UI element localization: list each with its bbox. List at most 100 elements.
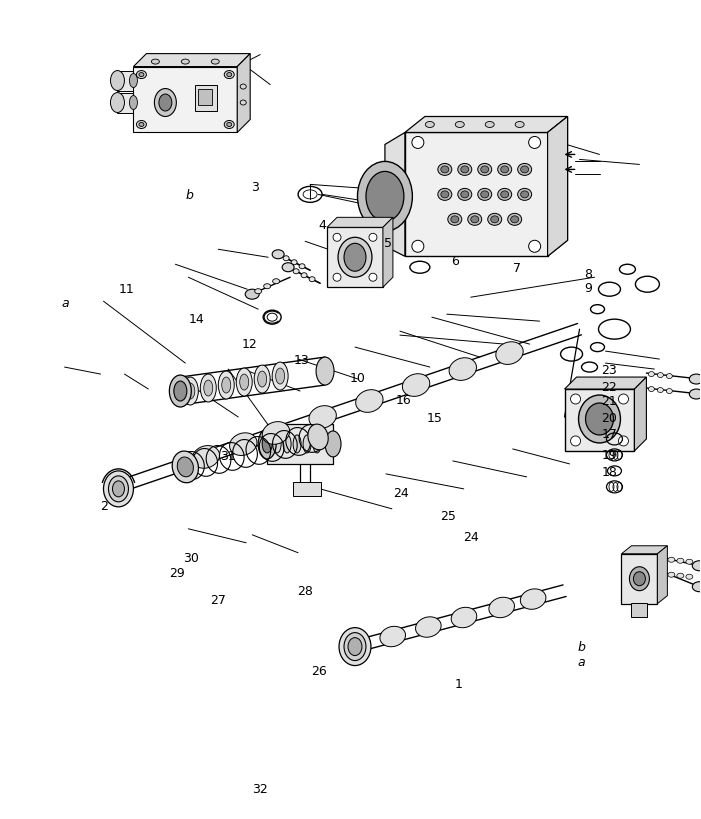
Ellipse shape bbox=[648, 372, 655, 377]
Text: 10: 10 bbox=[350, 372, 365, 385]
Text: 7: 7 bbox=[513, 261, 521, 274]
Polygon shape bbox=[622, 546, 667, 554]
Ellipse shape bbox=[240, 374, 249, 391]
Text: 21: 21 bbox=[601, 395, 618, 408]
Text: 12: 12 bbox=[242, 337, 258, 351]
Ellipse shape bbox=[254, 289, 261, 294]
Circle shape bbox=[412, 138, 424, 149]
Ellipse shape bbox=[402, 374, 430, 397]
Polygon shape bbox=[327, 218, 393, 228]
Polygon shape bbox=[564, 390, 634, 451]
Ellipse shape bbox=[455, 122, 464, 129]
Ellipse shape bbox=[458, 165, 472, 176]
Text: 14: 14 bbox=[189, 313, 205, 326]
Ellipse shape bbox=[262, 422, 290, 445]
Text: 3: 3 bbox=[251, 181, 259, 193]
Ellipse shape bbox=[520, 589, 546, 609]
Ellipse shape bbox=[489, 598, 515, 618]
Ellipse shape bbox=[258, 429, 276, 459]
Ellipse shape bbox=[451, 216, 458, 224]
Ellipse shape bbox=[501, 167, 509, 174]
Polygon shape bbox=[133, 55, 250, 67]
Ellipse shape bbox=[629, 567, 649, 591]
Ellipse shape bbox=[668, 558, 675, 563]
Ellipse shape bbox=[226, 124, 232, 127]
Ellipse shape bbox=[668, 572, 675, 577]
Polygon shape bbox=[118, 93, 133, 113]
Ellipse shape bbox=[139, 124, 144, 127]
Text: 23: 23 bbox=[601, 364, 618, 377]
Ellipse shape bbox=[313, 436, 321, 454]
Polygon shape bbox=[622, 554, 658, 604]
Text: 2: 2 bbox=[100, 500, 108, 513]
Ellipse shape bbox=[111, 93, 125, 113]
Ellipse shape bbox=[182, 378, 198, 405]
Ellipse shape bbox=[240, 101, 246, 106]
Ellipse shape bbox=[458, 189, 472, 201]
Ellipse shape bbox=[667, 389, 672, 394]
Ellipse shape bbox=[686, 574, 693, 580]
Ellipse shape bbox=[283, 256, 289, 261]
Text: 25: 25 bbox=[440, 509, 456, 523]
Ellipse shape bbox=[258, 372, 266, 387]
Text: 26: 26 bbox=[311, 665, 327, 677]
Polygon shape bbox=[383, 218, 393, 287]
Text: 1: 1 bbox=[455, 677, 463, 690]
Text: b: b bbox=[578, 640, 585, 653]
Ellipse shape bbox=[309, 406, 336, 429]
Ellipse shape bbox=[488, 214, 502, 226]
Ellipse shape bbox=[339, 628, 371, 666]
Ellipse shape bbox=[438, 189, 452, 201]
Ellipse shape bbox=[344, 244, 366, 272]
Ellipse shape bbox=[245, 290, 259, 300]
Ellipse shape bbox=[689, 390, 701, 400]
Ellipse shape bbox=[262, 436, 272, 454]
Ellipse shape bbox=[200, 374, 217, 402]
Ellipse shape bbox=[177, 458, 193, 477]
Ellipse shape bbox=[355, 390, 383, 413]
Ellipse shape bbox=[316, 358, 334, 386]
Ellipse shape bbox=[218, 372, 234, 400]
Ellipse shape bbox=[380, 627, 405, 647]
Text: 18: 18 bbox=[601, 465, 618, 478]
Bar bbox=[196, 85, 217, 111]
Polygon shape bbox=[547, 117, 568, 257]
Circle shape bbox=[618, 395, 629, 405]
Ellipse shape bbox=[111, 71, 125, 92]
Ellipse shape bbox=[137, 71, 147, 79]
Ellipse shape bbox=[273, 279, 280, 284]
Ellipse shape bbox=[451, 608, 477, 628]
Circle shape bbox=[571, 437, 580, 446]
Ellipse shape bbox=[658, 388, 663, 393]
Polygon shape bbox=[385, 133, 405, 257]
Text: 5: 5 bbox=[384, 237, 393, 250]
Ellipse shape bbox=[449, 358, 477, 381]
Ellipse shape bbox=[272, 363, 288, 391]
Ellipse shape bbox=[222, 378, 231, 394]
Ellipse shape bbox=[441, 192, 449, 199]
Polygon shape bbox=[327, 228, 383, 287]
Ellipse shape bbox=[309, 278, 315, 283]
Circle shape bbox=[618, 437, 629, 446]
Ellipse shape bbox=[491, 216, 498, 224]
Ellipse shape bbox=[104, 471, 133, 507]
Ellipse shape bbox=[521, 192, 529, 199]
Circle shape bbox=[333, 274, 341, 282]
Text: a: a bbox=[578, 655, 585, 667]
Polygon shape bbox=[547, 117, 568, 257]
Ellipse shape bbox=[496, 342, 523, 365]
Ellipse shape bbox=[689, 374, 701, 385]
Bar bbox=[632, 603, 648, 617]
Polygon shape bbox=[237, 55, 250, 133]
Ellipse shape bbox=[254, 365, 270, 394]
Ellipse shape bbox=[186, 383, 195, 400]
Polygon shape bbox=[118, 71, 133, 92]
Ellipse shape bbox=[282, 264, 294, 273]
Ellipse shape bbox=[461, 167, 469, 174]
Ellipse shape bbox=[501, 192, 509, 199]
Text: 32: 32 bbox=[252, 781, 267, 794]
Ellipse shape bbox=[358, 162, 412, 232]
Ellipse shape bbox=[301, 274, 307, 278]
Ellipse shape bbox=[139, 74, 144, 78]
Polygon shape bbox=[405, 117, 568, 133]
